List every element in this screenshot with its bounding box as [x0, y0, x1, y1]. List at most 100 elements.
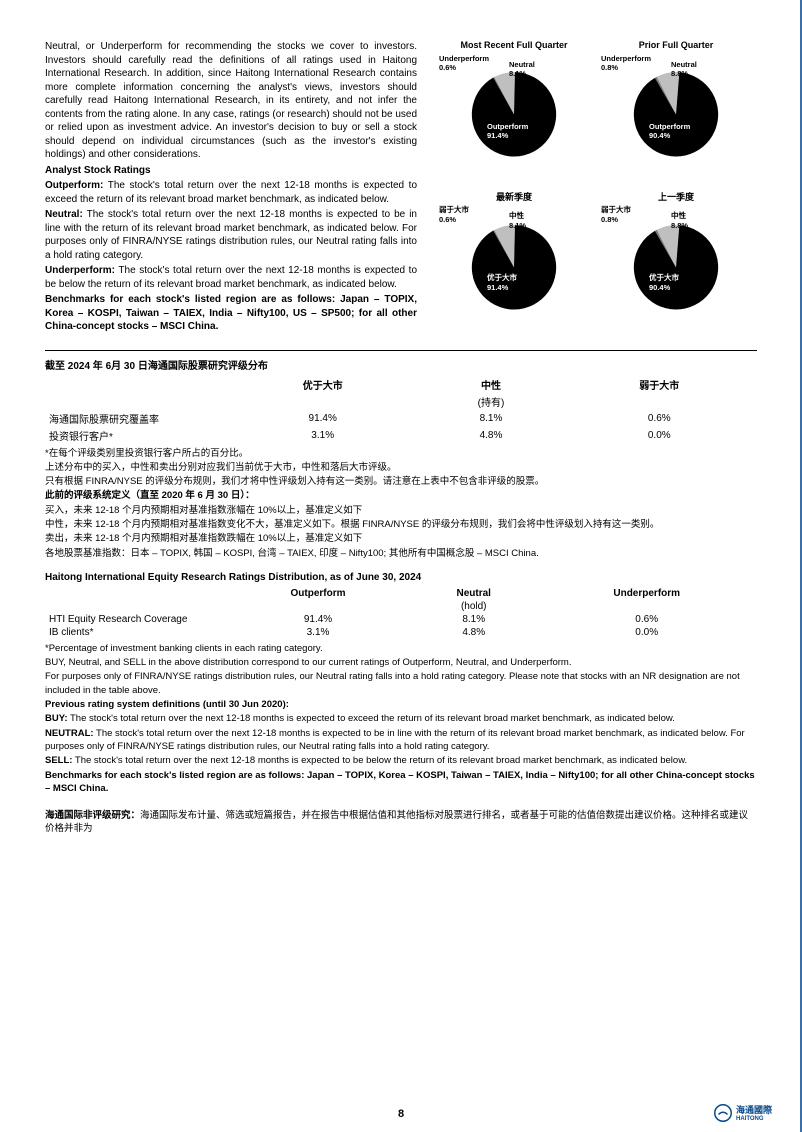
neutral-text: The stock's total return over the next 1…	[45, 209, 417, 261]
cn-h2: 中性	[420, 376, 561, 393]
pie-chart-3: 最新季度弱于大市0.6%中性8.1%优于大市91.4%	[437, 190, 591, 335]
pie-slice-label: 中性8.1%	[509, 210, 526, 230]
bottom-paragraph: 海通国际非评级研究：海通国际发布计量、筛选或短篇报告，并在报告中根据估值和其他指…	[45, 809, 757, 836]
en-note-3: For purposes only of FINRA/NYSE ratings …	[45, 670, 757, 697]
en-h3: Underperform	[536, 587, 757, 600]
outperform-def: Outperform: The stock's total return ove…	[45, 179, 417, 206]
pie-title: Prior Full Quarter	[639, 40, 714, 50]
underperform-def: Underperform: The stock's total return o…	[45, 264, 417, 291]
en-row-0: HTI Equity Research Coverage 91.4% 8.1% …	[45, 613, 757, 626]
en-neutral: NEUTRAL: The stock's total return over t…	[45, 727, 757, 754]
cn-r1c2: 4.8%	[420, 427, 561, 444]
pie-slice-label: Outperform91.4%	[487, 122, 528, 140]
cn-table-title: 截至 2024 年 6月 30 日海通国际股票研究评级分布	[45, 357, 757, 372]
cn-subheader: (持有)	[420, 393, 561, 410]
cn-h0	[45, 376, 225, 393]
cn-note-8: 各地股票基准指数：日本 – TOPIX, 韩国 – KOSPI, 台湾 – TA…	[45, 547, 757, 560]
pie-slice-label: Outperform90.4%	[649, 122, 690, 140]
en-note-2: BUY, Neutral, and SELL in the above dist…	[45, 656, 757, 669]
logo-sub: HAITONG	[736, 1116, 772, 1122]
pie-title: Most Recent Full Quarter	[460, 40, 567, 50]
en-table-section: Haitong International Equity Research Ra…	[45, 572, 757, 795]
logo-text: 海通國際	[736, 1103, 772, 1116]
en-h1: Outperform	[225, 587, 411, 600]
en-subheader: (hold)	[411, 600, 536, 613]
cn-h1: 优于大市	[225, 376, 420, 393]
cn-row-1: 投资银行客户* 3.1% 4.8% 0.0%	[45, 427, 757, 444]
pie-slice-label: Neutral8.8%	[671, 60, 697, 78]
haitong-logo: 海通國際 HAITONG	[714, 1103, 772, 1122]
left-text-column: Neutral, or Underperform for recommendin…	[45, 40, 417, 336]
en-h2: Neutral	[411, 587, 536, 600]
en-sell-text: The stock's total return over the next 1…	[72, 755, 687, 766]
cn-r1c0: 投资银行客户*	[45, 427, 225, 444]
en-r1c1: 3.1%	[225, 626, 411, 639]
cn-r1c1: 3.1%	[225, 427, 420, 444]
benchmark-text: Benchmarks for each stock's listed regio…	[45, 293, 417, 334]
pie-title: 最新季度	[496, 190, 532, 203]
top-section: Neutral, or Underperform for recommendin…	[45, 40, 757, 336]
cn-row-0: 海通国际股票研究覆盖率 91.4% 8.1% 0.6%	[45, 410, 757, 427]
pie-slice-label: 优于大市90.4%	[649, 272, 679, 292]
en-sell: SELL: The stock's total return over the …	[45, 754, 757, 767]
en-neutral-label: NEUTRAL:	[45, 728, 94, 739]
en-row-1: IB clients* 3.1% 4.8% 0.0%	[45, 626, 757, 639]
outperform-label: Outperform:	[45, 180, 103, 191]
en-notes: *Percentage of investment banking client…	[45, 642, 757, 795]
en-rating-table: Outperform Neutral Underperform (hold) H…	[45, 587, 757, 639]
pie-chart-1: Most Recent Full Quarter Underperform0.6%…	[437, 40, 591, 182]
cn-note-1: *在每个评级类别里投资银行客户所占的百分比。	[45, 447, 757, 460]
bottom-label: 海通国际非评级研究：	[45, 810, 140, 821]
en-r0c1: 91.4%	[225, 613, 411, 626]
cn-rating-table: 优于大市 中性 弱于大市 (持有) 海通国际股票研究覆盖率 91.4% 8.1%…	[45, 376, 757, 444]
charts-area: Most Recent Full Quarter Underperform0.6%…	[437, 40, 757, 336]
cn-r1c3: 0.0%	[562, 427, 757, 444]
pie-title: 上一季度	[658, 190, 694, 203]
pie-slice-label: Underperform0.6%	[439, 54, 489, 72]
en-table-title: Haitong International Equity Research Ra…	[45, 572, 757, 583]
cn-note-4-title: 此前的评级系统定义（直至 2020 年 6 月 30 日）：	[45, 489, 757, 502]
cn-note-5: 买入，未来 12-18 个月内预期相对基准指数涨幅在 10%以上，基准定义如下	[45, 504, 757, 517]
underperform-label: Underperform:	[45, 265, 115, 276]
en-r0c2: 8.1%	[411, 613, 536, 626]
en-header-row: Outperform Neutral Underperform	[45, 587, 757, 600]
pie-slice-label: 弱于大市0.6%	[439, 204, 469, 224]
cn-h3: 弱于大市	[562, 376, 757, 393]
pie-chart-4: 上一季度弱于大市0.8% 中性8.8% 优于大市90.4%	[599, 190, 753, 335]
en-h0	[45, 587, 225, 600]
en-subheader-row: (hold)	[45, 600, 757, 613]
cn-note-6: 中性，未来 12-18 个月内预期相对基准指数变化不大，基准定义如下。根据 FI…	[45, 518, 757, 531]
bottom-text: 海通国际发布计量、筛选或短篇报告，并在报告中根据估值和其他指标对股票进行排名，或…	[45, 810, 748, 834]
cn-table-section: 截至 2024 年 6月 30 日海通国际股票研究评级分布 优于大市 中性 弱于…	[45, 357, 757, 560]
en-note-4-title: Previous rating system definitions (unti…	[45, 698, 757, 711]
en-r1c3: 0.0%	[536, 626, 757, 639]
neutral-def: Neutral: The stock's total return over t…	[45, 208, 417, 262]
en-neutral-text: The stock's total return over the next 1…	[45, 728, 745, 752]
intro-paragraph: Neutral, or Underperform for recommendin…	[45, 40, 417, 162]
en-note-1: *Percentage of investment banking client…	[45, 642, 757, 655]
cn-subheader-row: (持有)	[45, 393, 757, 410]
cn-r0c1: 91.4%	[225, 410, 420, 427]
cn-header-row: 优于大市 中性 弱于大市	[45, 376, 757, 393]
pie-slice-label: Neutral8.1%	[509, 60, 535, 78]
divider-1	[45, 350, 757, 351]
page-number: 8	[0, 1108, 802, 1120]
en-bench: Benchmarks for each stock's listed regio…	[45, 769, 757, 796]
cn-r0c0: 海通国际股票研究覆盖率	[45, 410, 225, 427]
ratings-heading: Analyst Stock Ratings	[45, 164, 417, 178]
cn-r0c2: 8.1%	[420, 410, 561, 427]
neutral-label: Neutral:	[45, 209, 83, 220]
en-buy-text: The stock's total return over the next 1…	[68, 713, 675, 724]
pie-slice-label: 中性8.8%	[671, 210, 688, 230]
pie-slice-label: 弱于大市0.8%	[601, 204, 631, 224]
en-sell-label: SELL:	[45, 755, 72, 766]
en-r0c0: HTI Equity Research Coverage	[45, 613, 225, 626]
cn-notes: *在每个评级类别里投资银行客户所占的百分比。 上述分布中的买入，中性和卖出分别对…	[45, 447, 757, 560]
en-buy: BUY: The stock's total return over the n…	[45, 712, 757, 725]
cn-r0c3: 0.6%	[562, 410, 757, 427]
pie-slice-label: Underperform0.8%	[601, 54, 651, 72]
cn-note-3: 只有根据 FINRA/NYSE 的评级分布规则，我们才将中性评级划入持有这一类别…	[45, 475, 757, 488]
cn-note-2: 上述分布中的买入，中性和卖出分别对应我们当前优于大市，中性和落后大市评级。	[45, 461, 757, 474]
cn-note-7: 卖出，未来 12-18 个月内预期相对基准指数跌幅在 10%以上，基准定义如下	[45, 532, 757, 545]
en-r0c3: 0.6%	[536, 613, 757, 626]
